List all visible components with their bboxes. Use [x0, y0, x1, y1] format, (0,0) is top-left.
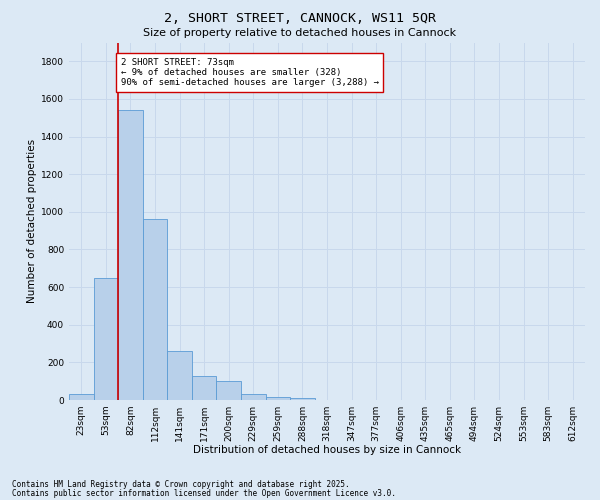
Text: 2 SHORT STREET: 73sqm
← 9% of detached houses are smaller (328)
90% of semi-deta: 2 SHORT STREET: 73sqm ← 9% of detached h… — [121, 58, 379, 88]
Text: Size of property relative to detached houses in Cannock: Size of property relative to detached ho… — [143, 28, 457, 38]
Bar — [118, 110, 143, 400]
Bar — [94, 278, 118, 400]
Bar — [69, 394, 94, 400]
Y-axis label: Number of detached properties: Number of detached properties — [27, 139, 37, 304]
Bar — [266, 397, 290, 400]
Bar — [290, 398, 315, 400]
Bar — [217, 381, 241, 400]
X-axis label: Distribution of detached houses by size in Cannock: Distribution of detached houses by size … — [193, 446, 461, 456]
Bar — [167, 351, 192, 400]
Text: 2, SHORT STREET, CANNOCK, WS11 5QR: 2, SHORT STREET, CANNOCK, WS11 5QR — [164, 12, 436, 26]
Bar — [143, 220, 167, 400]
Text: Contains HM Land Registry data © Crown copyright and database right 2025.: Contains HM Land Registry data © Crown c… — [12, 480, 350, 489]
Text: Contains public sector information licensed under the Open Government Licence v3: Contains public sector information licen… — [12, 488, 396, 498]
Bar — [192, 376, 217, 400]
Bar — [241, 394, 266, 400]
